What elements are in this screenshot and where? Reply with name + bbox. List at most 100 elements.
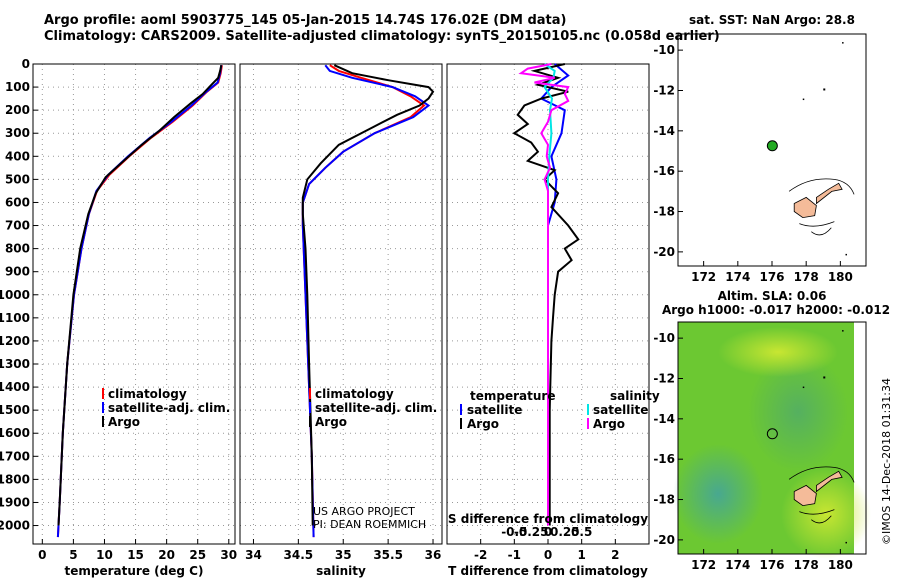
legend-label: climatology — [315, 387, 394, 401]
map-lat-label: -16 — [653, 452, 675, 466]
map-4 — [673, 321, 871, 559]
x-tick-label: 5 — [69, 548, 77, 562]
panel-sal — [239, 63, 443, 545]
x-tick-label: 0 — [544, 548, 552, 562]
reef-dot — [802, 98, 805, 101]
bathymetry-contour — [788, 466, 855, 524]
argo-location-marker — [766, 428, 778, 440]
legend-label: satellite — [467, 403, 522, 417]
x-tick-label: 34.5 — [284, 548, 314, 562]
x-tick-label: 10 — [96, 548, 113, 562]
map-lon-label: 176 — [759, 558, 784, 572]
salinity-diff-tick-label: -0.5 — [501, 525, 527, 539]
y-tick-label: 0 — [22, 57, 30, 71]
y-tick-label: 400 — [5, 149, 30, 163]
y-tick-label: 800 — [5, 242, 30, 256]
legend-label: satellite — [593, 403, 648, 417]
sla-map-title-line2: Argo h1000: -0.017 h2000: -0.012 — [662, 303, 890, 317]
salinity-diff-tick-label: 0 — [544, 525, 552, 539]
x-tick-label: 20 — [158, 548, 175, 562]
x-tick-label: 1 — [577, 548, 585, 562]
map-lon-label: 174 — [725, 558, 750, 572]
y-tick-label: 1500 — [0, 403, 30, 417]
map-lon-label: 172 — [691, 270, 716, 284]
map-lat-label: -14 — [653, 124, 675, 138]
reef-dot — [823, 376, 826, 379]
y-tick-label: 1600 — [0, 426, 30, 440]
legend-label: Argo — [315, 415, 347, 429]
legend-sal-header: salinity — [610, 389, 660, 403]
series-t-argo — [512, 63, 580, 526]
y-tick-label: 1200 — [0, 334, 30, 348]
reef-dot — [845, 253, 847, 256]
series-satellite-adj-clim- — [301, 64, 431, 538]
map-lat-label: -20 — [653, 533, 675, 547]
x-tick-label: 25 — [189, 548, 206, 562]
x-axis-label: T difference from climatology — [448, 564, 648, 578]
y-tick-label: 500 — [5, 172, 30, 186]
x-tick-label: 15 — [127, 548, 144, 562]
x-tick-label: 34 — [245, 548, 262, 562]
x-tick-label: -2 — [474, 548, 487, 562]
y-tick-label: 100 — [5, 80, 30, 94]
y-tick-label: 600 — [5, 195, 30, 209]
map-lat-label: -10 — [653, 331, 675, 345]
panel-diff — [446, 63, 650, 545]
bathymetry-contour — [788, 178, 855, 236]
reef-dot — [842, 330, 844, 332]
x-tick-label: 35.5 — [373, 548, 403, 562]
credit-line1: US ARGO PROJECT — [313, 505, 415, 518]
land-island — [816, 182, 843, 205]
map-lon-label: 178 — [794, 270, 819, 284]
reef-dot — [842, 42, 844, 44]
reef-dot — [823, 88, 826, 91]
map-lon-label: 174 — [725, 270, 750, 284]
salinity-diff-tick-label: 0.25 — [550, 525, 580, 539]
legend-label: satellite-adj. clim. — [315, 401, 437, 415]
land-island — [793, 196, 817, 219]
imos-timestamp: ©IMOS 14-Dec-2018 01:31:34 — [880, 378, 893, 545]
argo-location-marker — [766, 140, 778, 152]
y-tick-label: 1400 — [0, 380, 30, 394]
map-lat-label: -18 — [653, 493, 675, 507]
panel-frame — [239, 63, 443, 545]
salinity-diff-axis-label: S difference from climatology — [448, 512, 648, 526]
map-lon-label: 176 — [759, 270, 784, 284]
x-tick-label: 0 — [38, 548, 46, 562]
x-tick-label: 36 — [425, 548, 442, 562]
y-tick-label: 1800 — [0, 472, 30, 486]
series-satellite-adj-clim- — [56, 65, 223, 538]
map-lat-label: -10 — [653, 43, 675, 57]
y-tick-label: 1100 — [0, 311, 30, 325]
map-3 — [677, 33, 867, 267]
sla-map-title-line1: Altim. SLA: 0.06 — [718, 289, 827, 303]
sst-map-title: sat. SST: NaN Argo: 28.8 — [689, 13, 855, 27]
x-axis-label: salinity — [316, 564, 366, 578]
legend-label: climatology — [108, 387, 187, 401]
y-tick-label: 1000 — [0, 288, 30, 302]
map-lat-label: -12 — [653, 83, 675, 97]
salinity-diff-tick-label: -0.25 — [514, 525, 549, 539]
y-tick-label: 700 — [5, 219, 30, 233]
reef-dot — [802, 386, 805, 389]
y-tick-label: 1300 — [0, 357, 30, 371]
series-argo — [57, 64, 223, 526]
y-tick-label: 200 — [5, 103, 30, 117]
x-tick-label: -1 — [508, 548, 521, 562]
map-lat-label: -14 — [653, 412, 675, 426]
series-climatology — [56, 65, 223, 538]
salinity-diff-tick-label: 0.5 — [571, 525, 592, 539]
sla-field-mid — [748, 352, 848, 472]
x-tick-label: 30 — [220, 548, 237, 562]
land-island — [793, 484, 817, 507]
series-argo — [301, 64, 435, 526]
map-lat-label: -16 — [653, 164, 675, 178]
legend-label: Argo — [467, 417, 499, 431]
legend-label: Argo — [593, 417, 625, 431]
series-climatology — [301, 64, 426, 538]
panel-frame — [32, 63, 236, 545]
sla-field-low — [673, 444, 763, 544]
map-lat-label: -18 — [653, 205, 675, 219]
x-axis-label: temperature (deg C) — [65, 564, 204, 578]
